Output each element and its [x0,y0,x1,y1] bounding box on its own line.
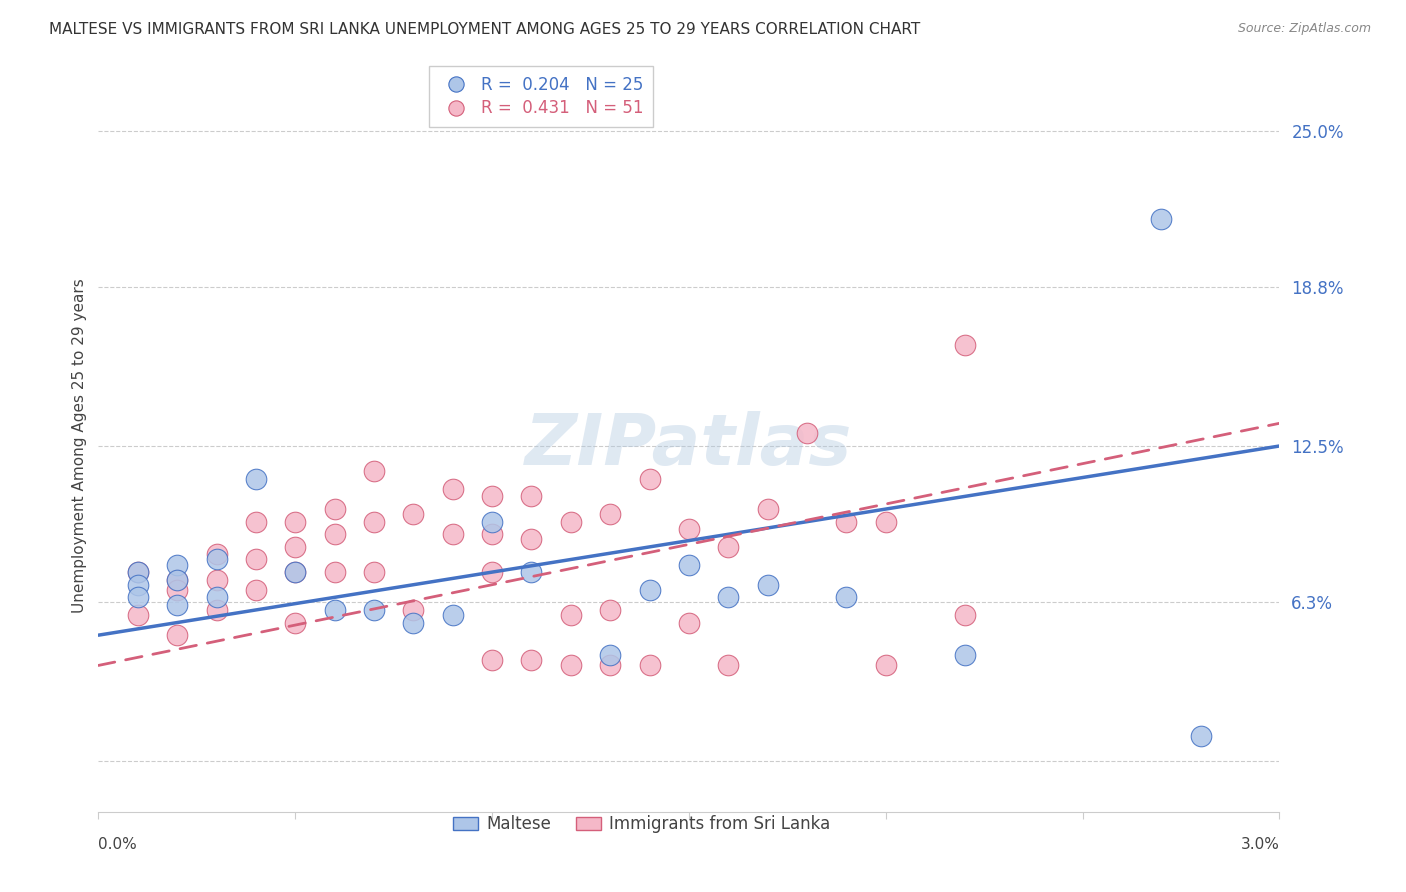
Legend: Maltese, Immigrants from Sri Lanka: Maltese, Immigrants from Sri Lanka [446,809,837,840]
Point [560,515,582,529]
Point [363,464,385,478]
Point [835,515,858,529]
Text: 0.0%: 0.0% [98,837,138,852]
Point [875,515,897,529]
Point [245,472,267,486]
Point [678,558,700,572]
Point [127,591,149,605]
Point [284,515,307,529]
Point [205,573,228,587]
Point [363,515,385,529]
Point [599,648,621,663]
Point [127,565,149,579]
Point [599,507,621,521]
Point [520,653,543,667]
Point [205,552,228,566]
Point [323,603,346,617]
Point [127,565,149,579]
Point [953,607,976,622]
Point [166,628,188,642]
Point [245,515,267,529]
Point [481,515,503,529]
Point [560,658,582,673]
Point [363,565,385,579]
Point [717,540,740,554]
Point [402,507,425,521]
Point [205,548,228,562]
Point [323,527,346,541]
Point [1189,729,1212,743]
Point [599,658,621,673]
Point [402,615,425,630]
Point [520,565,543,579]
Point [481,653,503,667]
Point [166,573,188,587]
Point [481,527,503,541]
Point [205,591,228,605]
Y-axis label: Unemployment Among Ages 25 to 29 years: Unemployment Among Ages 25 to 29 years [72,278,87,614]
Point [284,565,307,579]
Point [520,533,543,547]
Point [166,558,188,572]
Point [402,603,425,617]
Point [441,482,464,496]
Point [953,338,976,352]
Text: MALTESE VS IMMIGRANTS FROM SRI LANKA UNEMPLOYMENT AMONG AGES 25 TO 29 YEARS CORR: MALTESE VS IMMIGRANTS FROM SRI LANKA UNE… [49,22,921,37]
Point [638,658,661,673]
Point [284,540,307,554]
Point [481,565,503,579]
Point [638,582,661,597]
Point [245,552,267,566]
Point [363,603,385,617]
Point [127,607,149,622]
Point [520,490,543,504]
Point [205,603,228,617]
Point [441,607,464,622]
Text: 3.0%: 3.0% [1240,837,1279,852]
Point [638,472,661,486]
Point [678,522,700,536]
Point [717,591,740,605]
Point [875,658,897,673]
Point [166,582,188,597]
Point [717,658,740,673]
Point [166,598,188,612]
Point [127,578,149,592]
Point [441,527,464,541]
Point [756,502,779,516]
Point [835,591,858,605]
Point [166,573,188,587]
Point [599,603,621,617]
Point [481,490,503,504]
Point [323,502,346,516]
Point [245,582,267,597]
Point [323,565,346,579]
Point [678,615,700,630]
Point [284,565,307,579]
Point [1150,212,1173,227]
Text: Source: ZipAtlas.com: Source: ZipAtlas.com [1237,22,1371,36]
Point [796,426,818,441]
Point [756,578,779,592]
Point [284,615,307,630]
Point [953,648,976,663]
Text: ZIPatlas: ZIPatlas [526,411,852,481]
Point [560,607,582,622]
